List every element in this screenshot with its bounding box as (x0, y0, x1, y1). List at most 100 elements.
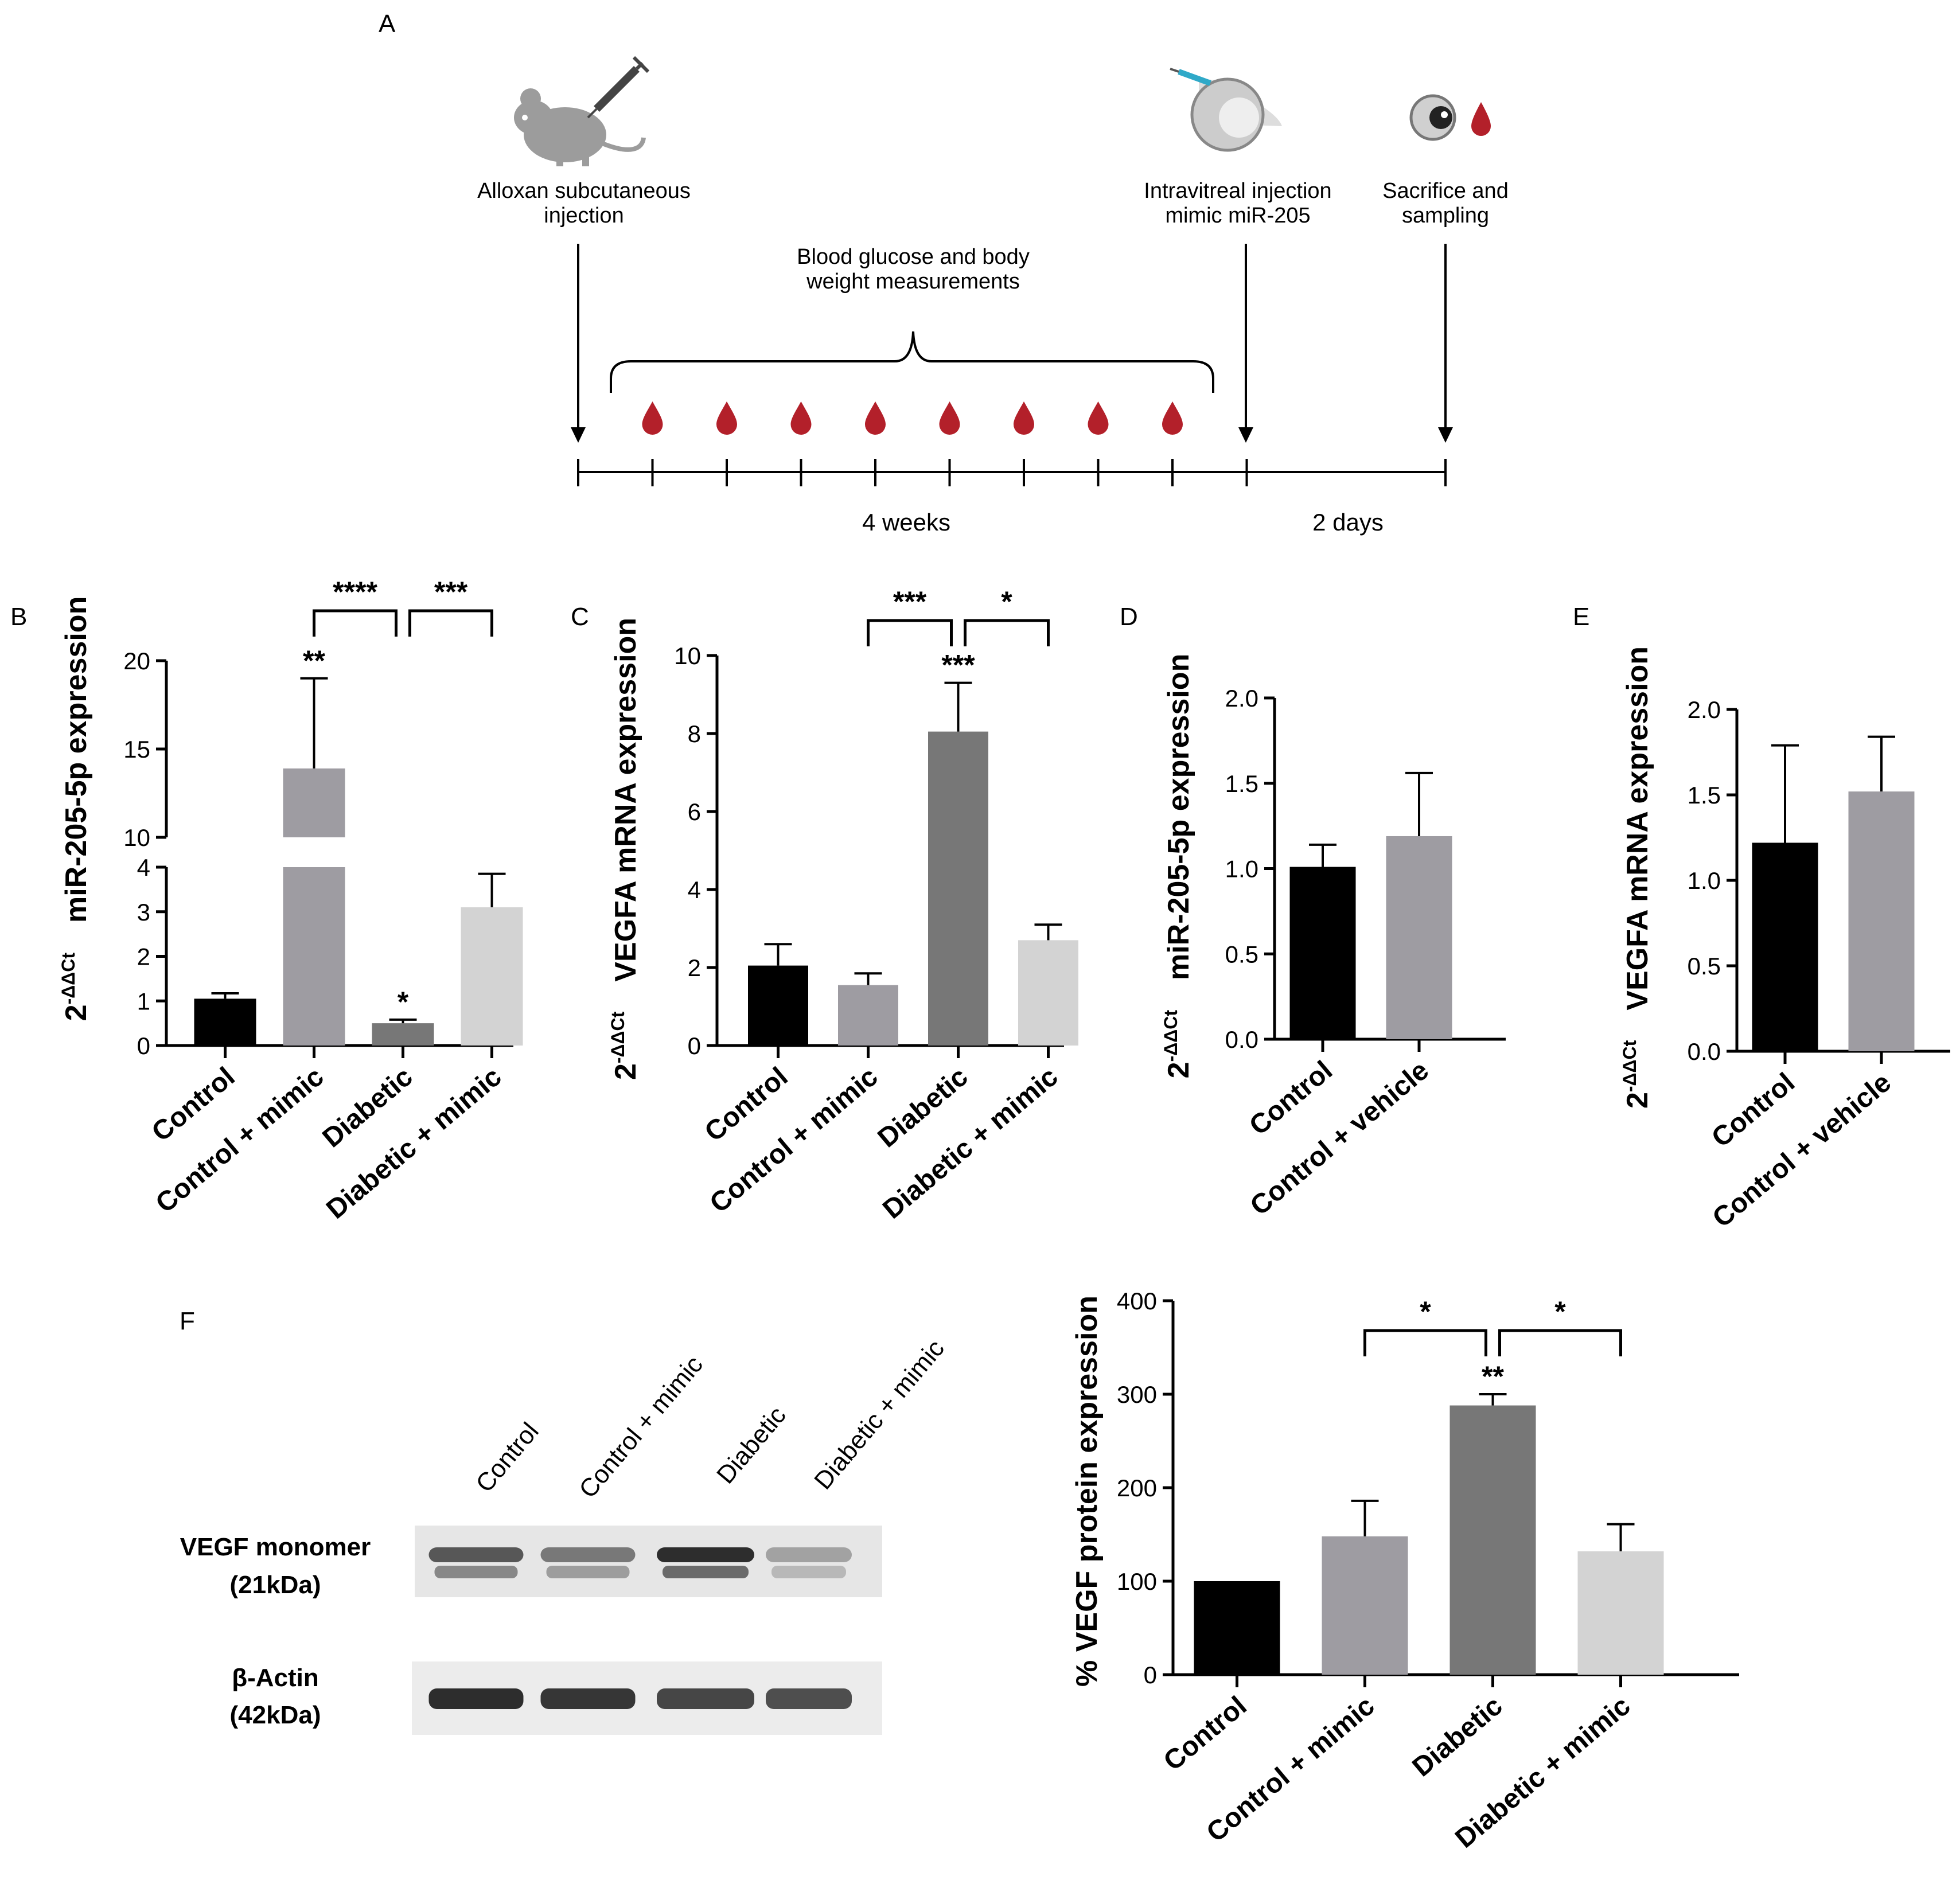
panel-letter-f: F (180, 1307, 195, 1335)
y-axis-label-base: 2 (1162, 1062, 1195, 1078)
blot-lane-label: Control (470, 1417, 544, 1497)
bar (1018, 940, 1078, 1046)
bar (1848, 791, 1915, 1051)
y-tick-label: 0.0 (1225, 1026, 1258, 1053)
significance-label: * (398, 986, 409, 1018)
blood-drop-row (642, 401, 1183, 435)
blot-band (657, 1547, 754, 1562)
y-tick-label: 0.5 (1225, 941, 1258, 968)
blot-band (428, 1688, 524, 1709)
y-axis-label: 2-ΔΔCt miR-205-5p expression (58, 596, 93, 1021)
y-axis-label-base: 2 (609, 1063, 642, 1080)
step1-label-line2: injection (544, 204, 624, 228)
y-tick-label: 0.5 (1688, 953, 1721, 980)
significance-label: *** (434, 576, 468, 608)
bar (1386, 836, 1452, 1039)
significance-bracket (867, 619, 953, 646)
panel-letter-a: A (379, 10, 396, 38)
arrow-step2 (1238, 244, 1253, 443)
bar (1449, 1405, 1536, 1675)
blot-band (546, 1566, 630, 1578)
significance-label: * (1420, 1296, 1431, 1328)
y-tick-label: 400 (1117, 1288, 1157, 1314)
y-tick-label: 15 (123, 736, 150, 763)
y-axis-label-sup: -ΔΔCt (607, 1011, 628, 1063)
y-tick-label: 6 (688, 798, 701, 825)
bar (838, 985, 898, 1046)
y-tick-label: 4 (137, 854, 150, 881)
y-axis-label-text: miR-205-5p expression (1162, 654, 1195, 1010)
y-axis-label: 2-ΔΔCt miR-205-5p expression (1160, 654, 1195, 1079)
bar (461, 907, 523, 1046)
blot-band (766, 1688, 852, 1709)
bar (1577, 1551, 1664, 1675)
eye-injection-icon (1170, 68, 1282, 152)
y-tick-label: 8 (688, 720, 701, 747)
y-tick-label: 10 (123, 824, 150, 851)
y-tick-label: 1.5 (1688, 782, 1721, 809)
blood-drop-icon (865, 401, 886, 435)
blot-band (540, 1547, 636, 1562)
significance-label: * (1001, 586, 1012, 618)
western-blot: Control Control + mimic Diabetic Diabeti… (180, 1335, 950, 1735)
panel-letter-d: D (1120, 603, 1138, 631)
blot-lane-label: Diabetic + mimic (809, 1335, 950, 1495)
significance-label: ** (303, 645, 325, 677)
blot-lane-label: Control + mimic (574, 1351, 708, 1504)
blot-band (434, 1566, 518, 1578)
panel-letter-e: E (1573, 603, 1589, 631)
blot-bands (428, 1547, 852, 1709)
x-tick-label: Control (1244, 1055, 1338, 1141)
y-tick-label: 2 (688, 954, 701, 981)
y-axis-label-sup: -ΔΔCt (1619, 1040, 1640, 1092)
step1-label-line1: Alloxan subcutaneous (477, 179, 691, 203)
y-axis-label: 2-ΔΔCt VEGFA mRNA expression (1619, 646, 1654, 1109)
significance-label: **** (333, 576, 377, 608)
y-axis-label-text: VEGFA mRNA expression (1621, 646, 1654, 1040)
blood-drop-icon (1088, 401, 1109, 435)
eye-icon (1409, 94, 1456, 141)
y-tick-label: 1.5 (1225, 770, 1258, 797)
y-tick-label: 1.0 (1225, 856, 1258, 883)
step3-label-line1: Sacrifice and (1382, 179, 1509, 203)
step2-label-line1: Intravitreal injection (1144, 179, 1331, 203)
y-tick-label: 2.0 (1225, 685, 1258, 712)
step2-label-line2: mimic miR-205 (1165, 204, 1310, 228)
experiment-timeline: Alloxan subcutaneous injection Intravitr… (477, 56, 1509, 536)
x-tick-label: Control (1706, 1067, 1801, 1153)
y-tick-label: 10 (674, 642, 701, 669)
bar-lower (283, 867, 345, 1046)
bar (1289, 867, 1356, 1039)
blot-band (766, 1547, 852, 1562)
significance-label: * (1554, 1296, 1566, 1328)
bar (1322, 1536, 1408, 1675)
blood-drop-icon (939, 401, 960, 435)
bar (928, 731, 988, 1046)
blot-row-label: (42kDa) (230, 1701, 321, 1729)
mouse-syringe-icon (514, 56, 650, 166)
step3-label-line2: sampling (1402, 204, 1489, 228)
x-tick-label: Control (1158, 1691, 1253, 1777)
significance-bracket (964, 619, 1050, 646)
blot-band (540, 1688, 636, 1709)
bar (1194, 1581, 1280, 1675)
y-tick-label: 300 (1117, 1381, 1157, 1408)
timeline-ticks (577, 459, 1447, 486)
y-axis-label-base: 2 (60, 1004, 93, 1021)
bar-upper (283, 768, 345, 837)
y-tick-label: 0 (1144, 1661, 1157, 1688)
blot-band (428, 1547, 524, 1562)
y-tick-label: 2.0 (1688, 696, 1721, 723)
blot-row-label: VEGF monomer (180, 1533, 371, 1561)
significance-label: *** (941, 649, 975, 681)
x-tick-label: Control + vehicle (1707, 1067, 1897, 1234)
y-tick-label: 20 (123, 647, 150, 674)
x-tick-label: Control + mimic (704, 1062, 884, 1219)
bar (1752, 842, 1818, 1051)
bar (372, 1023, 434, 1046)
y-tick-label: 4 (688, 876, 701, 903)
